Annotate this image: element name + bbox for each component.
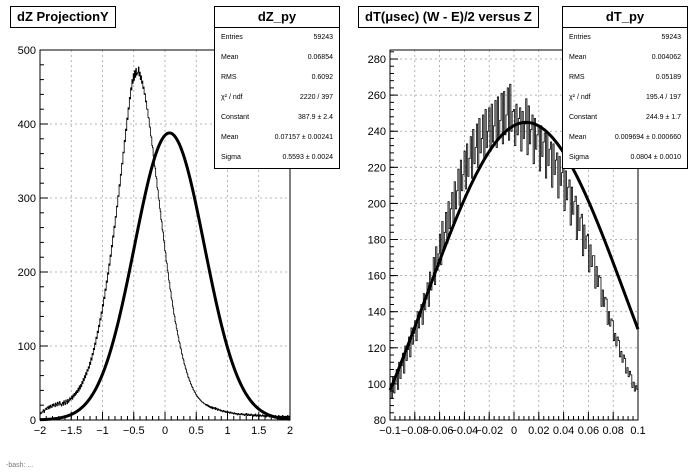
y-tick-label: 200 — [368, 198, 386, 210]
x-tick-label: 1 — [224, 425, 230, 437]
stats-value: 2220 / 397 — [299, 94, 333, 101]
gaussian-fit-curve — [39, 131, 291, 422]
x-tick-label: −0.1 — [379, 425, 401, 437]
stats-row: Entries 59243 — [563, 28, 687, 48]
y-tick-label: 100 — [368, 379, 386, 391]
stats-row: Mean 0.07157 ± 0.00241 — [215, 128, 339, 148]
left-stats-box: dZ_py Entries 59243 Mean 0.06854 RMS 0.6092 χ²… — [214, 6, 340, 169]
y-tick-label: 120 — [368, 343, 386, 355]
x-tick-label: 0.08 — [602, 425, 623, 437]
x-tick-label: −0.5 — [123, 425, 145, 437]
x-tick-label: −0.04 — [450, 425, 478, 437]
stats-label: χ² / ndf — [221, 94, 243, 101]
stats-label: RMS — [221, 74, 237, 81]
stats-row: χ² / ndf 2220 / 397 — [215, 88, 339, 108]
x-tick-label: −1.5 — [60, 425, 82, 437]
stats-row: Mean 0.06854 — [215, 48, 339, 68]
stats-label: Entries — [569, 34, 591, 41]
stats-value: 0.07157 ± 0.00241 — [274, 134, 333, 141]
gaussian-fit-curve — [388, 120, 640, 391]
stats-row: χ² / ndf 195.4 / 197 — [563, 88, 687, 108]
y-tick-label: 100 — [18, 341, 36, 353]
stats-value: 0.0804 ± 0.0010 — [630, 154, 681, 161]
x-tick-label: −2 — [34, 425, 47, 437]
stats-label: Mean — [569, 54, 587, 61]
x-tick-label: 0.06 — [578, 425, 599, 437]
x-tick-label: 0.5 — [189, 425, 204, 437]
footer-text: -bash: ... — [6, 462, 34, 469]
stats-label: Sigma — [221, 154, 241, 161]
stats-row: Constant 387.9 ± 2.4 — [215, 108, 339, 128]
y-tick-label: 140 — [368, 307, 386, 319]
stats-name: dT_py — [563, 7, 687, 28]
x-tick-label: −0.06 — [426, 425, 454, 437]
plot-0: −2 −1.5 −1 −0.5 0 0.5 1 1.5 2 0 100 200 300 400 500 — [18, 45, 293, 437]
x-tick-label: 0.02 — [528, 425, 549, 437]
stats-row: Constant 244.9 ± 1.7 — [563, 108, 687, 128]
stats-name: dZ_py — [215, 7, 339, 28]
y-tick-label: 80 — [374, 415, 386, 427]
right-panel-title: dT(μsec) (W - E)/2 versus Z — [358, 6, 539, 28]
y-tick-label: 400 — [18, 119, 36, 131]
stats-row: Mean 0.004062 — [563, 48, 687, 68]
stats-value: 0.009694 ± 0.000660 — [614, 134, 681, 141]
stats-value: 387.9 ± 2.4 — [298, 114, 333, 121]
stats-label: Constant — [569, 114, 598, 121]
stats-row: Entries 59243 — [215, 28, 339, 48]
x-tick-label: 0 — [162, 425, 168, 437]
stats-label: Entries — [221, 34, 243, 41]
x-tick-label: 0.04 — [553, 425, 574, 437]
right-stats-box: dT_py Entries 59243 Mean 0.004062 RMS 0.05189… — [562, 6, 688, 169]
stats-value: 195.4 / 197 — [645, 94, 681, 101]
y-tick-label: 200 — [18, 267, 36, 279]
histogram-series — [40, 66, 290, 419]
y-tick-label: 180 — [368, 235, 386, 247]
stats-label: Mean — [221, 54, 239, 61]
stats-label: Sigma — [569, 154, 589, 161]
histogram-series — [390, 83, 638, 399]
stats-row: Mean 0.009694 ± 0.000660 — [563, 128, 687, 148]
stats-label: Mean — [221, 134, 239, 141]
stats-value: 0.06854 — [307, 54, 333, 61]
stats-value: 244.9 ± 1.7 — [646, 114, 681, 121]
x-tick-label: −0.02 — [475, 425, 503, 437]
y-tick-label: 280 — [368, 54, 386, 66]
y-tick-label: 300 — [18, 193, 36, 205]
stats-value: 0.004062 — [651, 54, 681, 61]
stats-row: Sigma 0.5593 ± 0.0024 — [215, 148, 339, 168]
y-tick-label: 240 — [368, 126, 386, 138]
stats-value: 0.6092 — [311, 74, 333, 81]
stats-label: Mean — [569, 134, 587, 141]
plot-1: −0.1 −0.08−0.06−0.04−0.02 0 0.02 0.04 0.06 0.0… — [368, 49, 646, 437]
stats-value: 0.05189 — [655, 74, 681, 81]
x-tick-label: −1 — [96, 425, 109, 437]
x-tick-label: 2 — [287, 425, 293, 437]
stats-label: χ² / ndf — [569, 94, 591, 101]
stats-row: RMS 0.05189 — [563, 68, 687, 88]
stats-value: 0.5593 ± 0.0024 — [282, 154, 333, 161]
y-tick-label: 0 — [30, 415, 36, 427]
x-tick-label: 1.5 — [251, 425, 266, 437]
y-tick-label: 160 — [368, 271, 386, 283]
y-tick-label: 220 — [368, 162, 386, 174]
x-tick-label: 0 — [511, 425, 517, 437]
stats-row: RMS 0.6092 — [215, 68, 339, 88]
left-panel-title: dZ ProjectionY — [10, 6, 116, 28]
stats-label: Constant — [221, 114, 250, 121]
stats-row: Sigma 0.0804 ± 0.0010 — [563, 148, 687, 168]
x-tick-label: 0.1 — [630, 425, 645, 437]
y-tick-label: 500 — [18, 45, 36, 57]
stats-label: RMS — [569, 74, 585, 81]
stats-value: 59243 — [661, 34, 681, 41]
stats-value: 59243 — [313, 34, 333, 41]
x-tick-label: −0.08 — [401, 425, 429, 437]
y-tick-label: 260 — [368, 90, 386, 102]
